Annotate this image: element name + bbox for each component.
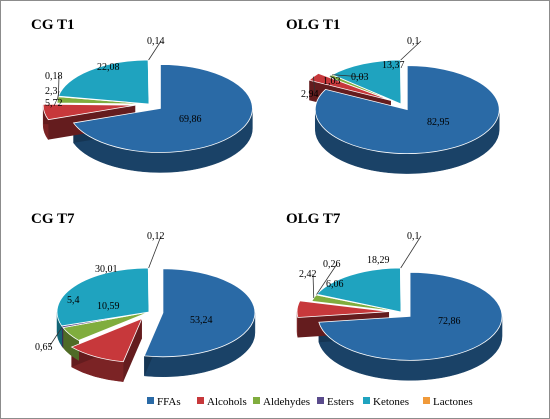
pie-chart-olg-t7: OLG T7 72,86 6,06 2,42 0,26 18,29 0,1 — [286, 211, 503, 381]
data-label-ketones: 22,08 — [97, 62, 120, 73]
slice-ketones — [57, 59, 150, 105]
legend-label-aldehydes: Aldehydes — [263, 396, 310, 408]
legend-swatch-alcohols — [197, 397, 204, 404]
legend-swatch-lactones — [423, 397, 430, 404]
data-label-ffas: 72,86 — [438, 316, 461, 327]
data-label-lactones: 0,1 — [407, 36, 420, 47]
data-label-ffas: 69,86 — [179, 114, 202, 125]
leader-line-esters — [332, 74, 366, 78]
slice-ketones — [331, 59, 402, 105]
data-label-aldehydes: 1,03 — [323, 76, 341, 87]
legend-label-lactones: Lactones — [433, 396, 473, 408]
leader-line-esters — [316, 263, 338, 295]
leader-line-aldehydes — [330, 75, 338, 82]
legend-label-alcohols: Alcohols — [207, 396, 247, 408]
slice-ffas — [314, 65, 500, 155]
chart-title: OLG T1 — [286, 17, 340, 33]
data-label-ffas: 82,95 — [427, 117, 450, 128]
leader-line-lactones — [148, 235, 162, 269]
legend-swatch-ketones — [363, 397, 370, 404]
legend-swatch-aldehydes — [253, 397, 260, 404]
legend-label-esters: Esters — [327, 396, 354, 408]
data-label-ketones: 30,01 — [95, 264, 118, 275]
legend-swatch-ffas — [147, 397, 154, 404]
data-label-alcohols: 6,06 — [326, 279, 344, 290]
data-label-esters: 0,03 — [351, 72, 369, 83]
legend-label-ketones: Ketones — [373, 396, 409, 408]
legend-swatch-esters — [317, 397, 324, 404]
leader-line-alcohols — [313, 76, 316, 95]
pie-chart-olg-t1: OLG T1 82,95 2,94 1,03 0,03 13,37 0,1 — [286, 17, 500, 174]
leader-line-lactones — [400, 235, 422, 269]
data-label-esters: 0,26 — [323, 259, 341, 270]
chart-title: OLG T7 — [286, 211, 341, 227]
data-label-aldehydes: 2,42 — [299, 269, 317, 280]
data-label-alcohols: 5,72 — [45, 98, 63, 109]
data-label-lactones: 0,14 — [147, 36, 165, 47]
chart-title: CG T1 — [31, 17, 74, 33]
data-label-alcohols: 2,94 — [301, 89, 319, 100]
leader-line-lactones — [148, 40, 162, 61]
slice-ffas — [72, 64, 253, 153]
slice-alcohols — [296, 300, 390, 318]
data-label-ketones: 18,29 — [367, 255, 390, 266]
slice-alcohols — [70, 317, 143, 363]
data-label-lactones: 0,1 — [407, 231, 420, 242]
data-label-alcohols: 10,59 — [97, 301, 120, 312]
chart-title: CG T7 — [31, 211, 75, 227]
slice-ketones — [56, 267, 150, 327]
slice-ffas — [143, 268, 256, 358]
data-label-esters: 0,65 — [35, 342, 53, 353]
data-label-aldehydes: 2,3 — [45, 86, 58, 97]
leader-line-aldehydes — [312, 273, 315, 299]
leader-line-esters — [57, 75, 60, 97]
leader-line-esters — [48, 326, 63, 348]
data-label-ffas: 53,24 — [190, 315, 213, 326]
data-label-aldehydes: 5,4 — [67, 295, 80, 306]
legend-label-ffas: FFAs — [157, 396, 181, 408]
slice-ffas — [318, 271, 503, 361]
legend: FFAs Alcohols Aldehydes Esters Ketones Lacton… — [147, 396, 473, 408]
data-label-esters: 0,18 — [45, 71, 63, 82]
slice-alcohols — [42, 103, 136, 121]
data-label-ketones: 13,37 — [382, 60, 405, 71]
pie-chart-cg-t1: CG T1 69,86 5,722,3 0,18 22,08 0,14 — [31, 17, 253, 173]
slice-ketones — [316, 267, 402, 313]
pie-chart-cg-t7: CG T7 53,24 10,59 5,4 0,65 30,01 0,12 — [31, 211, 256, 382]
leader-line-lactones — [400, 40, 422, 61]
data-label-lactones: 0,12 — [147, 231, 165, 242]
